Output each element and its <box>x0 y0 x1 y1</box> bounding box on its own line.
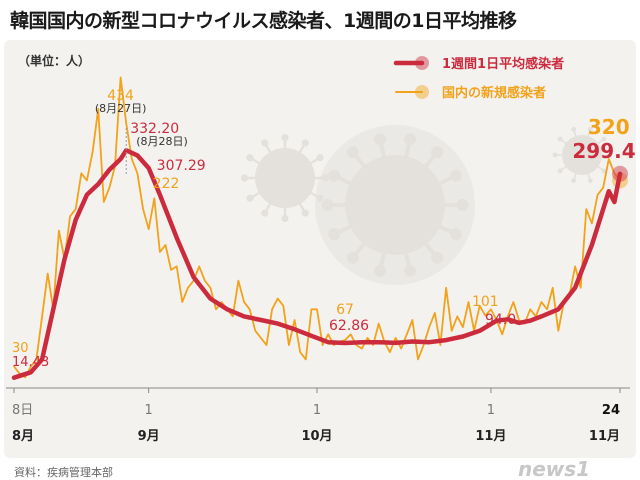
legend-marker-avg <box>415 56 429 70</box>
daily-cases-line <box>13 76 621 379</box>
x-tick-month-label: 11月 <box>475 429 506 444</box>
source-note: 資料：疾病管理本部 <box>14 466 113 479</box>
x-tick-day-label: 1 <box>145 403 153 418</box>
x-axis: 8日 8月 1 9月 1 10月 1 11月 24 11月 <box>6 387 630 444</box>
weekly-average-line <box>11 148 623 380</box>
legend-marker-daily <box>415 85 429 99</box>
data-label: 299.4 <box>572 139 635 163</box>
legend-label-avg: 1週間1日平均感染者 <box>442 56 564 72</box>
data-label: 62.86 <box>329 318 369 334</box>
news1-logo: news1 <box>518 457 590 480</box>
x-tick-day-label: 8日 <box>12 403 33 418</box>
x-tick-day-label: 1 <box>487 403 495 418</box>
chart-title: 韓国国内の新型コロナウイルス感染者、1週間の1日平均推移 <box>10 10 517 32</box>
data-label: 67 <box>336 302 354 318</box>
data-label: 434 <box>107 88 134 104</box>
data-label: 307.29 <box>157 158 206 174</box>
data-label: 94.0 <box>485 312 516 328</box>
legend-label-daily: 国内の新規感染者 <box>442 85 546 101</box>
data-label: 30 <box>12 341 29 356</box>
data-label: (8月27日) <box>95 102 147 115</box>
unit-label: （単位：人） <box>18 54 91 68</box>
x-tick-month-label: 9月 <box>138 429 160 444</box>
data-label: 332.20 <box>130 121 179 137</box>
x-tick-month-label: 11月 <box>589 429 620 444</box>
x-tick-day-label: 24 <box>602 403 620 418</box>
svg-text:news1: news1 <box>518 457 590 480</box>
virus-icon <box>240 133 330 223</box>
data-label: 101 <box>472 294 499 310</box>
virus-icon <box>552 126 612 184</box>
x-tick-day-label: 1 <box>313 403 321 418</box>
x-tick-month-label: 10月 <box>301 429 332 444</box>
avg-end-marker <box>612 165 628 182</box>
data-label: 14.43 <box>12 355 49 370</box>
data-label: 222 <box>153 176 180 192</box>
series-layer <box>11 76 628 380</box>
data-label: (8月28日) <box>136 135 188 148</box>
virus-decoration <box>240 125 612 285</box>
x-tick-month-label: 8月 <box>12 429 34 444</box>
data-label: 320 <box>588 115 630 139</box>
virus-icon <box>321 133 469 277</box>
